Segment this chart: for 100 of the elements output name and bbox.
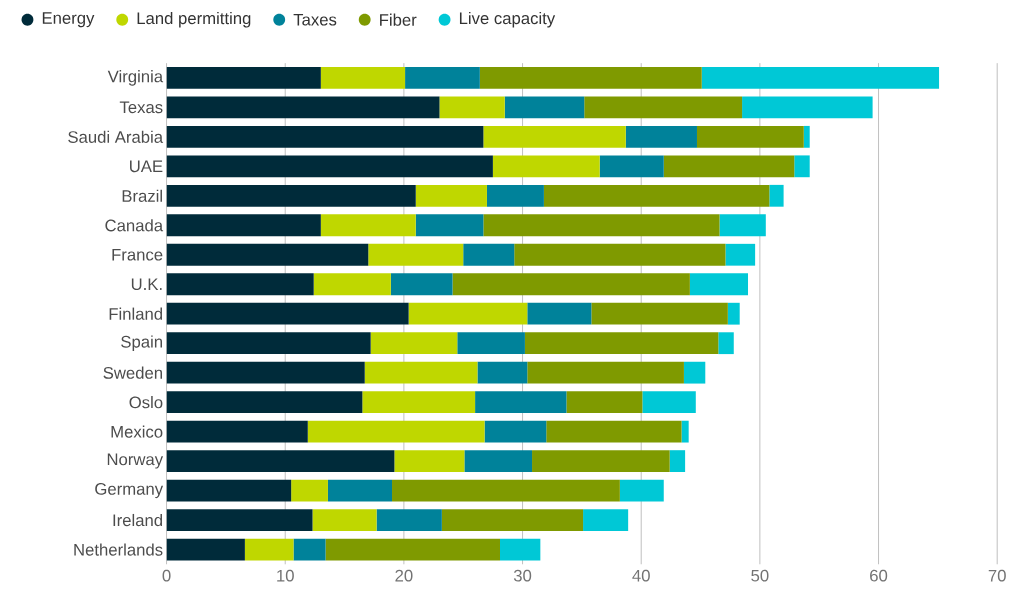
bar <box>320 67 406 89</box>
bar <box>166 538 245 561</box>
bar <box>307 420 485 443</box>
y-tick-label: Virginia <box>107 70 164 86</box>
y-tick-label: Canada <box>105 219 164 232</box>
x-tick-label: 50 <box>751 569 769 582</box>
bar <box>681 420 689 443</box>
bar <box>313 273 391 296</box>
bar <box>390 273 453 296</box>
bar <box>479 67 702 89</box>
y-tick-label: Texas <box>119 101 163 114</box>
bar <box>362 391 476 414</box>
x-tick-label: 0 <box>162 569 171 582</box>
legend-label: Land permitting <box>137 11 251 28</box>
bar <box>642 391 696 414</box>
x-tick-label: 10 <box>277 569 294 582</box>
bar <box>415 214 484 237</box>
legend-label: Energy <box>42 12 95 28</box>
bar <box>504 96 585 119</box>
y-tick-label: Oslo <box>129 396 163 409</box>
legend-label: Fiber <box>380 13 417 26</box>
bar <box>524 332 719 355</box>
bar <box>794 155 810 178</box>
bar <box>727 302 740 325</box>
legend-label: Live capacity <box>459 11 556 28</box>
bar <box>166 332 371 355</box>
bar <box>514 243 726 266</box>
x-tick-label: 60 <box>870 569 888 582</box>
y-tick-label: Germany <box>95 483 164 499</box>
bar <box>327 479 393 502</box>
bar <box>166 243 369 266</box>
bar <box>669 450 686 473</box>
bar <box>166 391 363 414</box>
bar <box>364 361 478 384</box>
bar <box>477 361 528 384</box>
bar <box>663 155 795 178</box>
bar <box>463 243 515 266</box>
bar <box>408 302 528 325</box>
y-tick-label: UAE <box>130 160 163 173</box>
bar <box>166 96 440 119</box>
bar <box>415 184 487 207</box>
x-tick-label: 40 <box>632 569 650 582</box>
bar <box>742 96 873 119</box>
bar <box>166 273 314 296</box>
bar <box>718 332 734 355</box>
y-tick-label: U.K. <box>131 278 162 291</box>
bar <box>457 332 525 355</box>
bar <box>484 420 547 443</box>
bar <box>527 302 592 325</box>
bar <box>166 420 308 443</box>
bar <box>166 67 321 89</box>
y-tick-label: Sweden <box>103 366 162 379</box>
bar <box>584 96 743 119</box>
y-tick-label: Ireland <box>113 513 163 527</box>
bar <box>566 391 643 414</box>
bar <box>293 538 326 561</box>
bar <box>599 155 664 178</box>
bar <box>166 302 409 325</box>
bar <box>583 509 629 532</box>
bar <box>492 155 600 178</box>
bar <box>543 184 770 207</box>
bar <box>325 538 500 561</box>
bar <box>769 184 784 207</box>
bar <box>701 67 940 89</box>
x-tick-label: 70 <box>988 569 1006 582</box>
bar <box>439 96 505 119</box>
y-tick-label: Norway <box>107 453 164 469</box>
bar <box>527 361 684 384</box>
y-tick-label: Saudi Arabia <box>68 130 164 144</box>
bar <box>625 125 697 148</box>
y-tick-label: Finland <box>109 307 162 320</box>
bar <box>394 450 465 473</box>
bar <box>441 509 584 532</box>
bar <box>500 538 541 561</box>
bar <box>166 155 493 178</box>
bar <box>483 214 720 237</box>
y-tick-label: Spain <box>121 335 162 352</box>
legend-label: Taxes <box>293 13 337 26</box>
bar <box>683 361 706 384</box>
bar <box>291 479 328 502</box>
bar <box>483 125 626 148</box>
bar <box>312 509 377 532</box>
bar <box>486 184 544 207</box>
bar <box>475 391 567 414</box>
bar <box>320 214 416 237</box>
bar <box>166 479 292 502</box>
bar <box>368 243 464 266</box>
bar <box>405 67 480 89</box>
bar <box>464 450 533 473</box>
bar <box>591 302 728 325</box>
bar <box>719 214 766 237</box>
bar <box>532 450 670 473</box>
bar <box>166 361 365 384</box>
y-tick-label: Netherlands <box>74 543 163 556</box>
bar <box>244 538 294 561</box>
bar <box>725 243 756 266</box>
bar <box>452 273 690 296</box>
x-tick-label: 20 <box>395 569 413 582</box>
bar <box>166 125 484 148</box>
bar <box>803 125 810 148</box>
